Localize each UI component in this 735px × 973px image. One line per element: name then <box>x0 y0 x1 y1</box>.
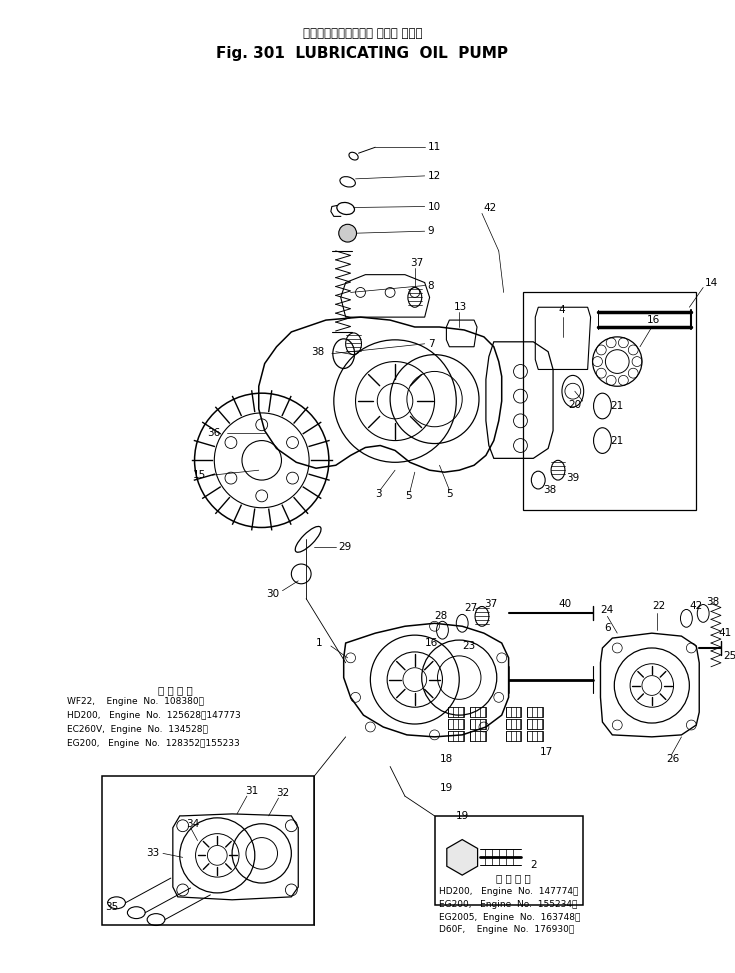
Text: 21: 21 <box>610 401 623 411</box>
Text: 32: 32 <box>276 788 290 798</box>
Text: 39: 39 <box>566 473 579 484</box>
Text: 18: 18 <box>440 753 453 764</box>
Text: 5: 5 <box>405 491 412 501</box>
Text: EG200,   Engine  No.  128352～155233: EG200, Engine No. 128352～155233 <box>67 739 240 748</box>
Text: 40: 40 <box>558 598 571 608</box>
Bar <box>528 707 543 717</box>
Text: 7: 7 <box>428 339 434 348</box>
Text: 19: 19 <box>440 783 453 793</box>
Text: Fig. 301  LUBRICATING  OIL  PUMP: Fig. 301 LUBRICATING OIL PUMP <box>216 46 509 61</box>
Text: 1: 1 <box>316 638 323 648</box>
Bar <box>448 719 465 729</box>
Text: WF22,    Engine  No.  108380～: WF22, Engine No. 108380～ <box>67 698 204 706</box>
Text: EG2005,  Engine  No.  163748～: EG2005, Engine No. 163748～ <box>440 913 581 921</box>
Text: 30: 30 <box>267 589 280 598</box>
Text: 11: 11 <box>428 142 441 152</box>
Text: 27: 27 <box>465 603 478 613</box>
Text: 41: 41 <box>718 629 731 638</box>
Text: EC260V,  Engine  No.  134528～: EC260V, Engine No. 134528～ <box>67 725 208 734</box>
Text: 5: 5 <box>446 488 453 499</box>
Text: D60F,    Engine  No.  176930～: D60F, Engine No. 176930～ <box>440 925 575 934</box>
Text: 36: 36 <box>207 428 220 438</box>
Bar <box>523 293 696 510</box>
Text: 16: 16 <box>425 638 438 648</box>
Text: 33: 33 <box>146 848 159 858</box>
Text: 17: 17 <box>540 746 553 757</box>
Bar <box>470 719 486 729</box>
Text: 15: 15 <box>193 470 206 480</box>
Text: 23: 23 <box>462 641 476 651</box>
Text: 19: 19 <box>456 811 470 821</box>
Bar <box>101 776 314 924</box>
Bar <box>470 731 486 740</box>
Text: 4: 4 <box>558 306 564 315</box>
Text: 2: 2 <box>531 860 537 870</box>
Polygon shape <box>447 840 478 875</box>
Text: 34: 34 <box>186 818 199 829</box>
Text: 21: 21 <box>610 436 623 446</box>
Text: 16: 16 <box>647 315 660 325</box>
Bar <box>506 719 521 729</box>
Bar <box>448 707 465 717</box>
Text: 26: 26 <box>667 753 680 764</box>
Text: 29: 29 <box>338 542 351 553</box>
Text: ルーブリケーティング オイル ポンプ: ルーブリケーティング オイル ポンプ <box>303 27 422 40</box>
Text: HD200,   Engine  No.  125628～147773: HD200, Engine No. 125628～147773 <box>67 711 241 720</box>
Text: 42: 42 <box>484 203 497 213</box>
Text: 31: 31 <box>245 786 258 796</box>
Text: HD200,   Engine  No.  147774～: HD200, Engine No. 147774～ <box>440 887 579 896</box>
Text: 42: 42 <box>689 601 703 611</box>
Bar <box>528 731 543 740</box>
Text: 37: 37 <box>484 598 497 608</box>
Text: 28: 28 <box>434 611 448 622</box>
Text: 10: 10 <box>428 201 441 211</box>
Text: 24: 24 <box>600 605 614 616</box>
Text: 13: 13 <box>454 303 467 312</box>
Text: EG200,   Engine  No.  155234～: EG200, Engine No. 155234～ <box>440 900 578 909</box>
Text: 37: 37 <box>410 258 423 268</box>
Bar <box>470 707 486 717</box>
Text: 22: 22 <box>652 601 665 611</box>
Bar <box>506 731 521 740</box>
Bar <box>528 719 543 729</box>
Text: 12: 12 <box>428 171 441 181</box>
Text: 3: 3 <box>376 488 382 499</box>
Text: 20: 20 <box>568 400 581 410</box>
Text: 38: 38 <box>543 485 556 495</box>
Text: 25: 25 <box>723 651 735 661</box>
Bar <box>506 707 521 717</box>
Text: 8: 8 <box>428 280 434 291</box>
Text: 14: 14 <box>705 277 718 288</box>
Text: 通 用 号 機: 通 用 号 機 <box>159 686 193 696</box>
Text: 38: 38 <box>311 346 324 357</box>
Text: 通 用 号 機: 通 用 号 機 <box>496 873 531 883</box>
Text: 6: 6 <box>604 624 611 633</box>
Circle shape <box>339 225 356 242</box>
Text: 9: 9 <box>428 226 434 236</box>
Text: 35: 35 <box>104 902 118 912</box>
Bar <box>448 731 465 740</box>
Bar <box>434 816 583 905</box>
Text: 38: 38 <box>706 596 720 606</box>
